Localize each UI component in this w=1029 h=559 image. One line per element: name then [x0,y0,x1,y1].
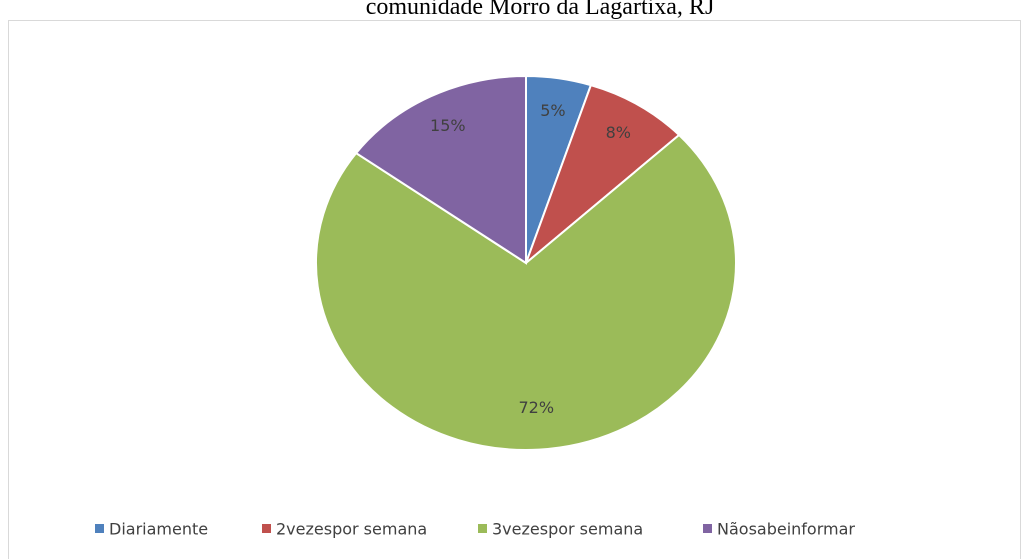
data-label: 5% [540,101,565,120]
legend-label: Nãosabeinformar [717,520,855,539]
legend-marker [95,524,104,533]
pie-slice [354,74,527,265]
legend-marker [478,524,487,533]
data-label: 8% [606,123,631,142]
pie-slice [315,133,737,451]
legend-label: 2vezespor semana [276,520,427,539]
legend-label: 3vezespor semana [492,520,643,539]
pie-slice [523,83,681,267]
legend-marker [703,524,712,533]
data-label: 72% [519,398,555,417]
legend-label: Diariamente [109,520,208,539]
data-label: 15% [430,116,466,135]
legend-marker [262,524,271,533]
chart-title: comunidade Morro da Lagartixa, RJ [366,0,715,20]
